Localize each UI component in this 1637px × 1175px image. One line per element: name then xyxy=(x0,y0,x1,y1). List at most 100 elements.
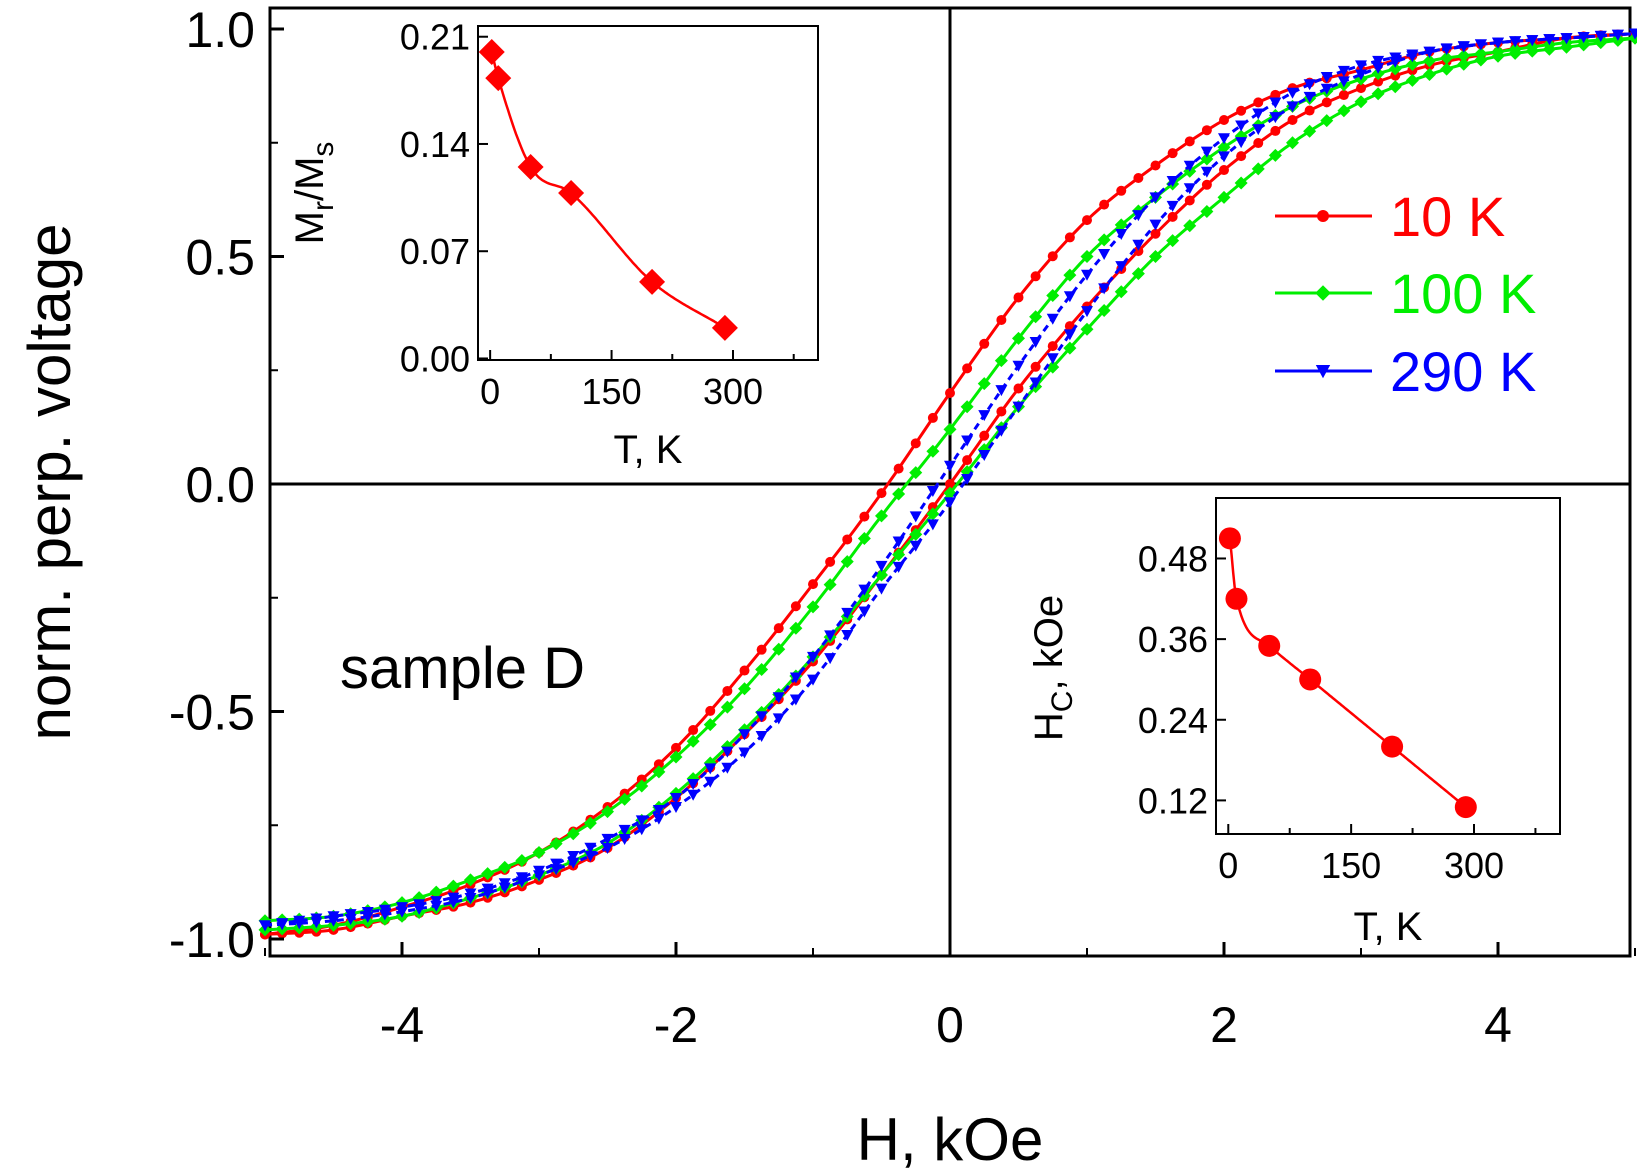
x-tick-label: 2 xyxy=(1210,997,1238,1053)
data-point xyxy=(1491,49,1505,63)
data-point xyxy=(670,802,682,814)
data-point xyxy=(1337,104,1351,118)
inset-coercivity-x-title: T, K xyxy=(1354,905,1423,949)
y-tick-label: 1.0 xyxy=(185,2,255,58)
data-point xyxy=(1201,125,1212,136)
legend: 10 K 100 K 290 K xyxy=(1275,185,1536,403)
data-point xyxy=(875,568,888,582)
data-point xyxy=(635,824,648,836)
data-point xyxy=(1201,179,1212,190)
data-point xyxy=(857,531,871,545)
data-point xyxy=(1371,87,1385,101)
main-x-axis-title: H, kOe xyxy=(857,1106,1044,1173)
data-point xyxy=(841,607,854,619)
data-point xyxy=(1269,97,1282,109)
data-point xyxy=(429,885,443,899)
data-point xyxy=(1543,34,1556,46)
data-point xyxy=(1405,58,1419,72)
data-point xyxy=(1046,313,1059,325)
inset-x-tick-label: 150 xyxy=(1321,845,1381,886)
data-point xyxy=(772,713,785,725)
data-point xyxy=(1457,49,1471,63)
data-point xyxy=(738,747,751,759)
inset-remanence-x-title: T, K xyxy=(614,428,683,472)
x-tick-label: -2 xyxy=(654,997,698,1053)
data-point xyxy=(567,850,580,862)
data-point xyxy=(1440,43,1453,55)
inset-data-point xyxy=(1454,796,1477,819)
data-point xyxy=(705,705,716,716)
inset-x-tick-label: 0 xyxy=(480,371,500,412)
data-point xyxy=(1423,68,1436,81)
data-point xyxy=(1560,33,1573,45)
data-point xyxy=(1406,51,1419,63)
data-point xyxy=(618,824,631,836)
data-point xyxy=(1082,215,1092,226)
data-point xyxy=(1114,285,1128,299)
data-point xyxy=(618,792,632,806)
data-point xyxy=(927,412,938,423)
data-point xyxy=(1577,38,1591,52)
data-point xyxy=(635,815,648,827)
data-point xyxy=(840,555,854,569)
data-point xyxy=(1030,271,1041,282)
data-point xyxy=(704,763,717,775)
data-point xyxy=(1115,261,1128,273)
data-point xyxy=(1594,30,1607,42)
data-point xyxy=(310,917,323,929)
data-point xyxy=(1200,152,1214,166)
data-point xyxy=(824,653,837,665)
data-point xyxy=(994,354,1008,368)
data-point xyxy=(1303,91,1316,103)
data-point xyxy=(1217,190,1231,204)
data-point xyxy=(978,449,991,461)
data-point xyxy=(892,561,905,573)
data-point xyxy=(1029,336,1042,348)
data-point xyxy=(1133,246,1144,257)
data-point xyxy=(1063,268,1077,282)
inset-x-tick-label: 300 xyxy=(1444,845,1504,886)
y-tick-label: -0.5 xyxy=(169,685,255,741)
data-point xyxy=(977,377,991,391)
data-point xyxy=(1183,219,1197,233)
data-point xyxy=(1423,46,1436,58)
data-point xyxy=(396,906,408,918)
data-point xyxy=(1081,306,1093,318)
data-point xyxy=(464,893,477,905)
data-point xyxy=(875,509,888,523)
data-point xyxy=(996,314,1007,325)
data-point xyxy=(1167,211,1178,222)
data-point xyxy=(1474,39,1487,51)
data-point xyxy=(1133,172,1144,183)
data-point xyxy=(909,511,922,523)
data-point xyxy=(1320,114,1334,128)
inset-y-tick-label: 0.14 xyxy=(400,124,470,165)
data-point xyxy=(652,813,665,825)
data-point xyxy=(532,846,546,860)
data-point xyxy=(808,579,818,590)
data-point xyxy=(1440,51,1454,65)
data-point xyxy=(755,662,769,676)
data-point xyxy=(772,642,786,656)
data-point xyxy=(1217,140,1231,154)
data-point xyxy=(1064,232,1075,243)
data-point xyxy=(943,422,957,436)
data-point xyxy=(1012,401,1025,413)
data-point xyxy=(447,897,460,909)
data-point xyxy=(1388,62,1402,76)
inset-data-point xyxy=(639,268,666,295)
data-point xyxy=(1525,44,1539,58)
data-point xyxy=(1509,36,1522,48)
data-point xyxy=(962,363,973,374)
data-point xyxy=(823,578,837,592)
data-point xyxy=(1508,46,1522,60)
data-point xyxy=(1270,125,1281,136)
data-point xyxy=(1356,83,1366,94)
data-point xyxy=(1131,267,1145,281)
data-point xyxy=(1304,105,1315,116)
data-point xyxy=(756,644,767,655)
data-point xyxy=(498,882,511,894)
data-point xyxy=(892,536,905,548)
data-point xyxy=(1337,65,1350,77)
data-point xyxy=(1235,137,1248,149)
